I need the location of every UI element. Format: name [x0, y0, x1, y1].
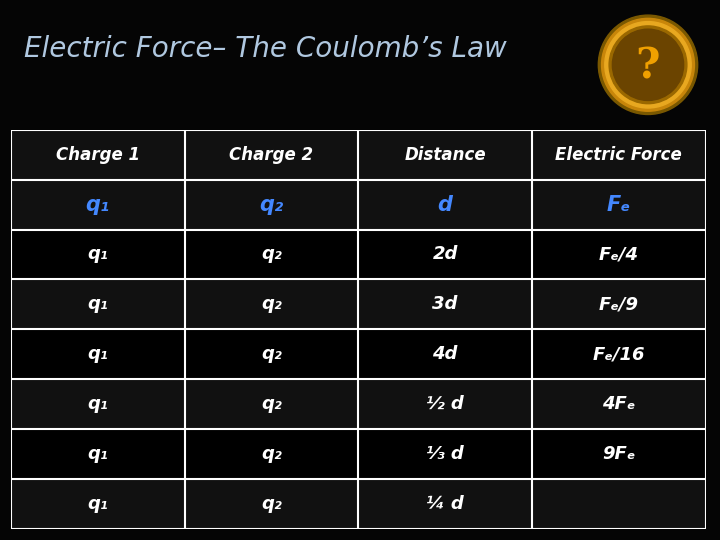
Text: Fₑ/4: Fₑ/4	[599, 246, 639, 264]
Text: q₂: q₂	[261, 295, 282, 313]
Text: 4Fₑ: 4Fₑ	[602, 395, 636, 413]
FancyBboxPatch shape	[11, 130, 706, 179]
Text: q₁: q₁	[86, 194, 109, 214]
Text: q₂: q₂	[261, 246, 282, 264]
Text: Distance: Distance	[404, 146, 486, 164]
Text: ½ d: ½ d	[426, 395, 464, 413]
Text: q₁: q₁	[87, 295, 108, 313]
Text: q₂: q₂	[261, 346, 282, 363]
Text: q₂: q₂	[261, 446, 282, 463]
Text: Fₑ/9: Fₑ/9	[599, 295, 639, 313]
FancyBboxPatch shape	[11, 179, 706, 230]
FancyBboxPatch shape	[11, 480, 706, 529]
Text: Electric Force: Electric Force	[555, 146, 682, 164]
Text: d: d	[438, 194, 453, 214]
Circle shape	[605, 22, 691, 108]
Text: Fₑ: Fₑ	[607, 194, 631, 214]
Text: q₁: q₁	[87, 495, 108, 513]
Text: Charge 1: Charge 1	[55, 146, 140, 164]
Text: q₂: q₂	[261, 495, 282, 513]
Circle shape	[612, 29, 684, 100]
Text: ⅓ d: ⅓ d	[426, 446, 464, 463]
Text: q₁: q₁	[87, 346, 108, 363]
FancyBboxPatch shape	[11, 429, 706, 480]
Text: ?: ?	[636, 46, 660, 88]
Text: Fₑ/16: Fₑ/16	[593, 346, 645, 363]
FancyBboxPatch shape	[11, 230, 706, 280]
Text: 2d: 2d	[433, 246, 458, 264]
FancyBboxPatch shape	[11, 329, 706, 379]
Text: q₁: q₁	[87, 446, 108, 463]
Text: Electric Force– The Coulomb’s Law: Electric Force– The Coulomb’s Law	[24, 35, 506, 63]
Text: q₂: q₂	[259, 194, 284, 214]
Circle shape	[601, 18, 695, 111]
Text: Charge 2: Charge 2	[229, 146, 313, 164]
Text: ¼ d: ¼ d	[426, 495, 464, 513]
Text: q₁: q₁	[87, 246, 108, 264]
Text: q₁: q₁	[87, 395, 108, 413]
Text: 4d: 4d	[433, 346, 458, 363]
Circle shape	[598, 15, 698, 114]
FancyBboxPatch shape	[11, 379, 706, 429]
Circle shape	[609, 26, 687, 104]
Text: q₂: q₂	[261, 395, 282, 413]
FancyBboxPatch shape	[11, 280, 706, 329]
Text: 9Fₑ: 9Fₑ	[602, 446, 636, 463]
Text: 3d: 3d	[433, 295, 458, 313]
